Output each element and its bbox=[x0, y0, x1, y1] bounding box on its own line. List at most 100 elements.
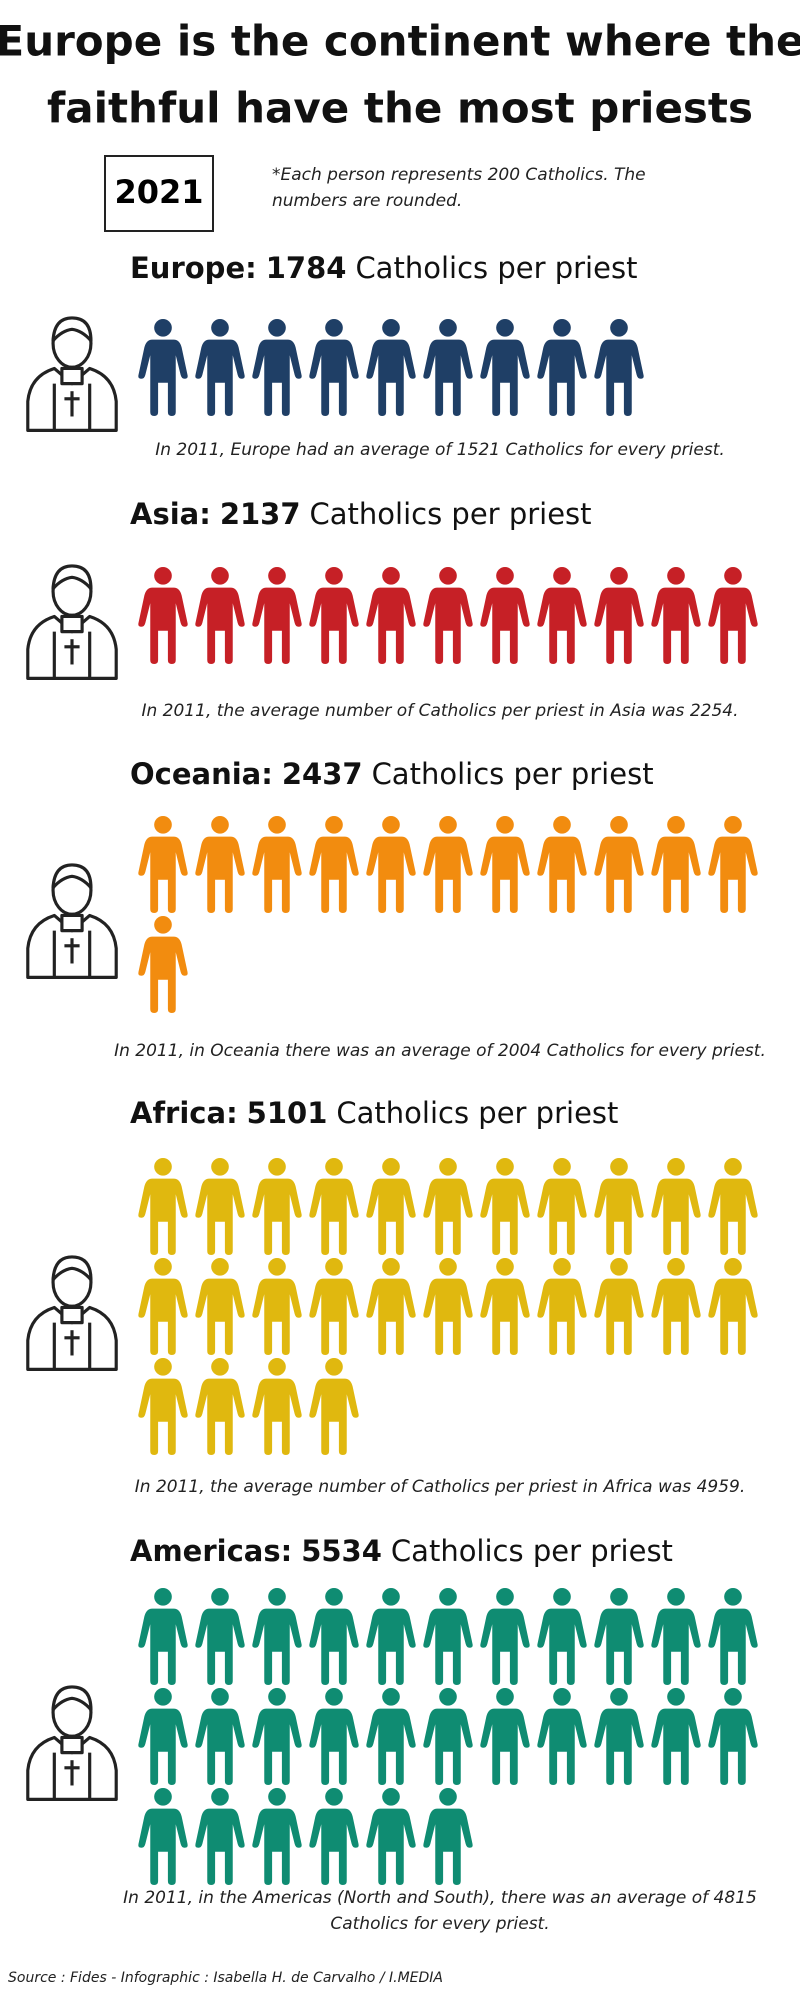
person-icon bbox=[138, 1787, 188, 1886]
person-icon bbox=[423, 1587, 473, 1686]
person-icon bbox=[252, 1787, 302, 1886]
unit: Catholics per priest bbox=[355, 251, 637, 285]
person-icon bbox=[138, 915, 188, 1014]
person-icon bbox=[423, 318, 473, 417]
note-box: *Each person represents 200 Catholics. T… bbox=[272, 165, 646, 212]
person-icon bbox=[195, 815, 245, 914]
person-icon bbox=[309, 815, 359, 914]
person-icon bbox=[138, 1687, 188, 1786]
region: Africa: bbox=[130, 1096, 238, 1130]
region: Europe: bbox=[130, 251, 257, 285]
person-icon bbox=[537, 815, 587, 914]
person-icon bbox=[309, 1257, 359, 1356]
region: Americas: bbox=[130, 1534, 292, 1568]
unit: Catholics per priest bbox=[391, 1534, 673, 1568]
person-icon bbox=[366, 815, 416, 914]
person-icon bbox=[594, 318, 644, 417]
value: 5534 bbox=[301, 1534, 382, 1568]
person-icon bbox=[594, 1587, 644, 1686]
person-icon bbox=[537, 1687, 587, 1786]
person-icon bbox=[252, 1157, 302, 1256]
source: Source : Fides - Infographic : Isabella … bbox=[8, 1970, 443, 1986]
person-icon bbox=[138, 318, 188, 417]
person-icons bbox=[138, 566, 758, 665]
priest-icon bbox=[26, 564, 118, 680]
value: 2137 bbox=[220, 497, 301, 531]
value: 2437 bbox=[282, 757, 363, 791]
person-icon bbox=[480, 1687, 530, 1786]
person-icon bbox=[138, 815, 188, 914]
person-icon bbox=[309, 318, 359, 417]
value: 1784 bbox=[266, 251, 347, 285]
section-heading: Africa: 5101 Catholics per priest bbox=[130, 1096, 618, 1130]
person-icon bbox=[423, 815, 473, 914]
person-icon bbox=[537, 566, 587, 665]
title-line: Europe is the continent where the bbox=[0, 17, 800, 66]
comparison-note: In 2011, the average number of Catholics… bbox=[134, 1477, 746, 1497]
comparison-note: In 2011, the average number of Catholics… bbox=[141, 701, 739, 721]
person-icon bbox=[366, 566, 416, 665]
person-icon bbox=[651, 566, 701, 665]
region: Asia: bbox=[130, 497, 211, 531]
person-icon bbox=[708, 1687, 758, 1786]
person-icon bbox=[651, 1257, 701, 1356]
person-icon bbox=[423, 1157, 473, 1256]
section-heading: Asia: 2137 Catholics per priest bbox=[130, 497, 592, 531]
person-icon bbox=[195, 1257, 245, 1356]
comparison-note: In 2011, in Oceania there was an average… bbox=[114, 1041, 766, 1061]
person-icon bbox=[138, 1357, 188, 1456]
person-icon bbox=[252, 1587, 302, 1686]
person-icon bbox=[366, 1157, 416, 1256]
person-icon bbox=[195, 318, 245, 417]
section-heading: Oceania: 2437 Catholics per priest bbox=[130, 757, 654, 791]
person-icon bbox=[309, 1787, 359, 1886]
person-icon bbox=[366, 1787, 416, 1886]
person-icon bbox=[594, 1257, 644, 1356]
person-icon bbox=[138, 566, 188, 665]
person-icon bbox=[195, 1687, 245, 1786]
person-icon bbox=[252, 1357, 302, 1456]
person-icons bbox=[138, 815, 758, 1014]
person-icon bbox=[195, 566, 245, 665]
priest-icon bbox=[26, 316, 118, 432]
person-icon bbox=[366, 318, 416, 417]
person-icon bbox=[594, 566, 644, 665]
person-icon bbox=[480, 566, 530, 665]
person-icon bbox=[423, 1257, 473, 1356]
section-heading: Europe: 1784 Catholics per priest bbox=[130, 251, 637, 285]
person-icon bbox=[138, 1257, 188, 1356]
priest-icon bbox=[26, 863, 118, 979]
person-icon bbox=[537, 1157, 587, 1256]
person-icon bbox=[480, 1587, 530, 1686]
person-icon bbox=[423, 566, 473, 665]
person-icon bbox=[252, 1257, 302, 1356]
person-icon bbox=[138, 1157, 188, 1256]
person-icon bbox=[309, 1687, 359, 1786]
comparison-note: In 2011, in the Americas (North and Sout… bbox=[123, 1888, 757, 1934]
person-icon bbox=[366, 1687, 416, 1786]
person-icon bbox=[708, 815, 758, 914]
person-icon bbox=[594, 815, 644, 914]
person-icon bbox=[651, 1157, 701, 1256]
person-icon bbox=[537, 318, 587, 417]
unit: Catholics per priest bbox=[310, 497, 592, 531]
person-icon bbox=[195, 1157, 245, 1256]
section-heading: Americas: 5534 Catholics per priest bbox=[130, 1534, 673, 1568]
year: 2021 bbox=[114, 173, 203, 211]
person-icon bbox=[138, 1587, 188, 1686]
person-icon bbox=[366, 1587, 416, 1686]
person-icon bbox=[651, 1687, 701, 1786]
person-icon bbox=[708, 566, 758, 665]
person-icon bbox=[252, 1687, 302, 1786]
per-person-note: *Each person represents 200 Catholics. T… bbox=[272, 165, 646, 212]
person-icon bbox=[480, 1257, 530, 1356]
note-box: In 2011, the average number of Catholics… bbox=[134, 1477, 746, 1497]
person-icon bbox=[708, 1257, 758, 1356]
person-icon bbox=[309, 1157, 359, 1256]
person-icon bbox=[480, 1157, 530, 1256]
unit: Catholics per priest bbox=[372, 757, 654, 791]
note-box: In 2011, in Oceania there was an average… bbox=[114, 1041, 766, 1061]
comparison-note: In 2011, Europe had an average of 1521 C… bbox=[155, 440, 725, 460]
person-icon bbox=[252, 815, 302, 914]
person-icon bbox=[309, 1357, 359, 1456]
